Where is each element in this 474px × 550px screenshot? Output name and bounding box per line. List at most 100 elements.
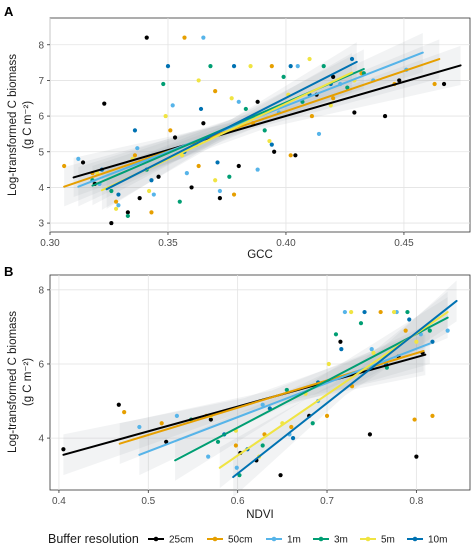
panel-a-point-50cm: [149, 210, 154, 215]
panel-a-fit-line-10m: [105, 60, 358, 191]
panel-a-xlabel: GCC: [247, 249, 273, 261]
panel-b-point-3m: [310, 421, 315, 426]
panel-a-point-5m: [196, 78, 201, 83]
panel-b-plot-area: [49, 274, 471, 491]
panel-a-point-25cm: [331, 74, 336, 79]
panel-b-ylabel-unit: (g C m⁻²): [22, 358, 34, 406]
panel-a-point-50cm: [213, 89, 218, 94]
panel-b-point-3m: [215, 439, 221, 444]
panel-b-point-50cm: [289, 424, 294, 430]
legend-label-3m: 3m: [334, 535, 348, 546]
panel-b-ylabel: Log-transformed C biomass: [7, 311, 19, 453]
panel-a-point-3m: [262, 128, 267, 133]
panel-b-xlabel: NDVI: [246, 509, 273, 521]
panel-a-point-10m: [198, 106, 204, 112]
panel-b-point-3m: [260, 443, 265, 448]
panel-b-point-25cm: [367, 432, 373, 437]
panel-a-point-3m: [208, 64, 213, 69]
panel-b-point-1m: [206, 454, 211, 459]
panel-a-point-25cm: [217, 196, 222, 201]
panel-a-point-3m: [243, 106, 248, 112]
panel-b-fit-line-10m: [232, 299, 458, 479]
panel-a-ylabel-unit: (g C m⁻²): [22, 101, 34, 149]
panel-b-point-1m: [369, 347, 374, 352]
panel-b-point-3m: [358, 321, 364, 326]
panel-b-ytick-label: 8: [38, 285, 44, 296]
panel-a-point-5m: [180, 153, 185, 158]
legend-label-10m: 10m: [428, 535, 447, 546]
panel-a-ytick-label: 3: [38, 219, 44, 230]
panel-b-point-5m: [326, 361, 331, 367]
panel-b-fit-line-3m: [174, 316, 449, 462]
panel-a-point-10m: [149, 178, 154, 183]
panel-a-point-25cm: [441, 81, 447, 87]
panel-b-point-50cm: [412, 417, 417, 422]
panel-a-letter: A: [4, 4, 14, 19]
panel-b-point-3m: [405, 309, 410, 315]
panel-a-point-50cm: [331, 96, 336, 101]
panel-b-point-10m: [407, 317, 412, 322]
legend-key-dot-3m: [318, 536, 324, 542]
panel-a-point-25cm: [109, 220, 114, 226]
panel-b-point-1m: [174, 413, 179, 418]
legend-label-25cm: 25cm: [169, 535, 193, 546]
panel-a-point-5m: [163, 113, 168, 119]
panel-a-point-10m: [215, 160, 220, 165]
panel-a-point-25cm: [144, 35, 149, 40]
panel-a-point-25cm: [352, 110, 357, 115]
panel-a-point-5m: [229, 96, 234, 101]
panel-a-ylabel: Log-transformed C biomass: [7, 54, 19, 196]
panel-b-point-10m: [362, 309, 367, 315]
panel-a-point-1m: [316, 131, 322, 137]
legend-key-dot-25cm: [153, 536, 159, 542]
panel-b-point-1m: [445, 328, 450, 333]
panel-a-xtick-label: 0.30: [40, 238, 60, 249]
panel-b-xtick-label: 0.4: [52, 496, 66, 507]
panel-b-xtick-label: 0.5: [141, 496, 155, 507]
panel-a-point-5m: [307, 56, 312, 62]
panel-a-point-25cm: [397, 78, 402, 83]
panel-a-ytick-label: 4: [38, 183, 44, 194]
panel-a-xtick-label: 0.35: [158, 238, 178, 249]
panel-a-point-3m: [177, 199, 182, 204]
panel-a-point-1m: [255, 167, 260, 172]
panel-a-point-3m: [125, 213, 130, 219]
panel-b-point-10m: [339, 347, 344, 352]
panel-b-point-3m: [284, 387, 289, 393]
panel-a-point-3m: [345, 85, 350, 90]
panel-b-point-25cm: [278, 473, 283, 478]
panel-b-point-5m: [349, 309, 354, 315]
panel-a-point-5m: [213, 178, 218, 183]
panel-b-point-50cm: [159, 421, 164, 426]
panel-a-point-50cm: [309, 113, 315, 119]
panel-a-point-50cm: [182, 35, 187, 40]
panel-a-point-25cm: [125, 210, 130, 215]
panel-b-point-5m: [371, 350, 376, 355]
panel-a-fit-line-25cm: [72, 64, 462, 179]
panel-a-point-25cm: [156, 174, 161, 179]
panel-a-point-50cm: [196, 163, 201, 169]
panel-a-point-5m: [147, 188, 152, 194]
panel-a-point-10m: [132, 128, 138, 133]
panel-a-ytick-label: 8: [38, 40, 44, 51]
panel-a-point-1m: [184, 171, 189, 176]
panel-b-chart: 0.4 0.5 0.6 0.7 0.8 4 6 8: [38, 275, 470, 507]
panel-b-xtick-label: 0.6: [231, 496, 245, 507]
panel-a-point-1m: [116, 203, 121, 208]
legend-key-dot-1m: [271, 536, 277, 542]
panel-a-chart: 0.30 0.35 0.40 0.45 3 4 5 6 7 8: [38, 18, 470, 249]
panel-a-point-25cm: [272, 149, 277, 154]
panel-b-point-50cm: [122, 410, 127, 415]
panel-b-point-3m: [427, 328, 432, 333]
panel-a-ytick-label: 5: [38, 147, 44, 158]
panel-a-point-10m: [269, 142, 274, 147]
panel-b-point-5m: [414, 339, 419, 344]
panel-b-point-50cm: [324, 413, 330, 418]
panel-a-point-5m: [113, 206, 119, 211]
panel-b-ytick-label: 4: [38, 434, 44, 445]
panel-a-point-10m: [165, 64, 171, 69]
panel-a-point-3m: [281, 74, 286, 79]
panel-b-point-10m: [430, 339, 435, 344]
panel-a-point-1m: [170, 103, 175, 108]
